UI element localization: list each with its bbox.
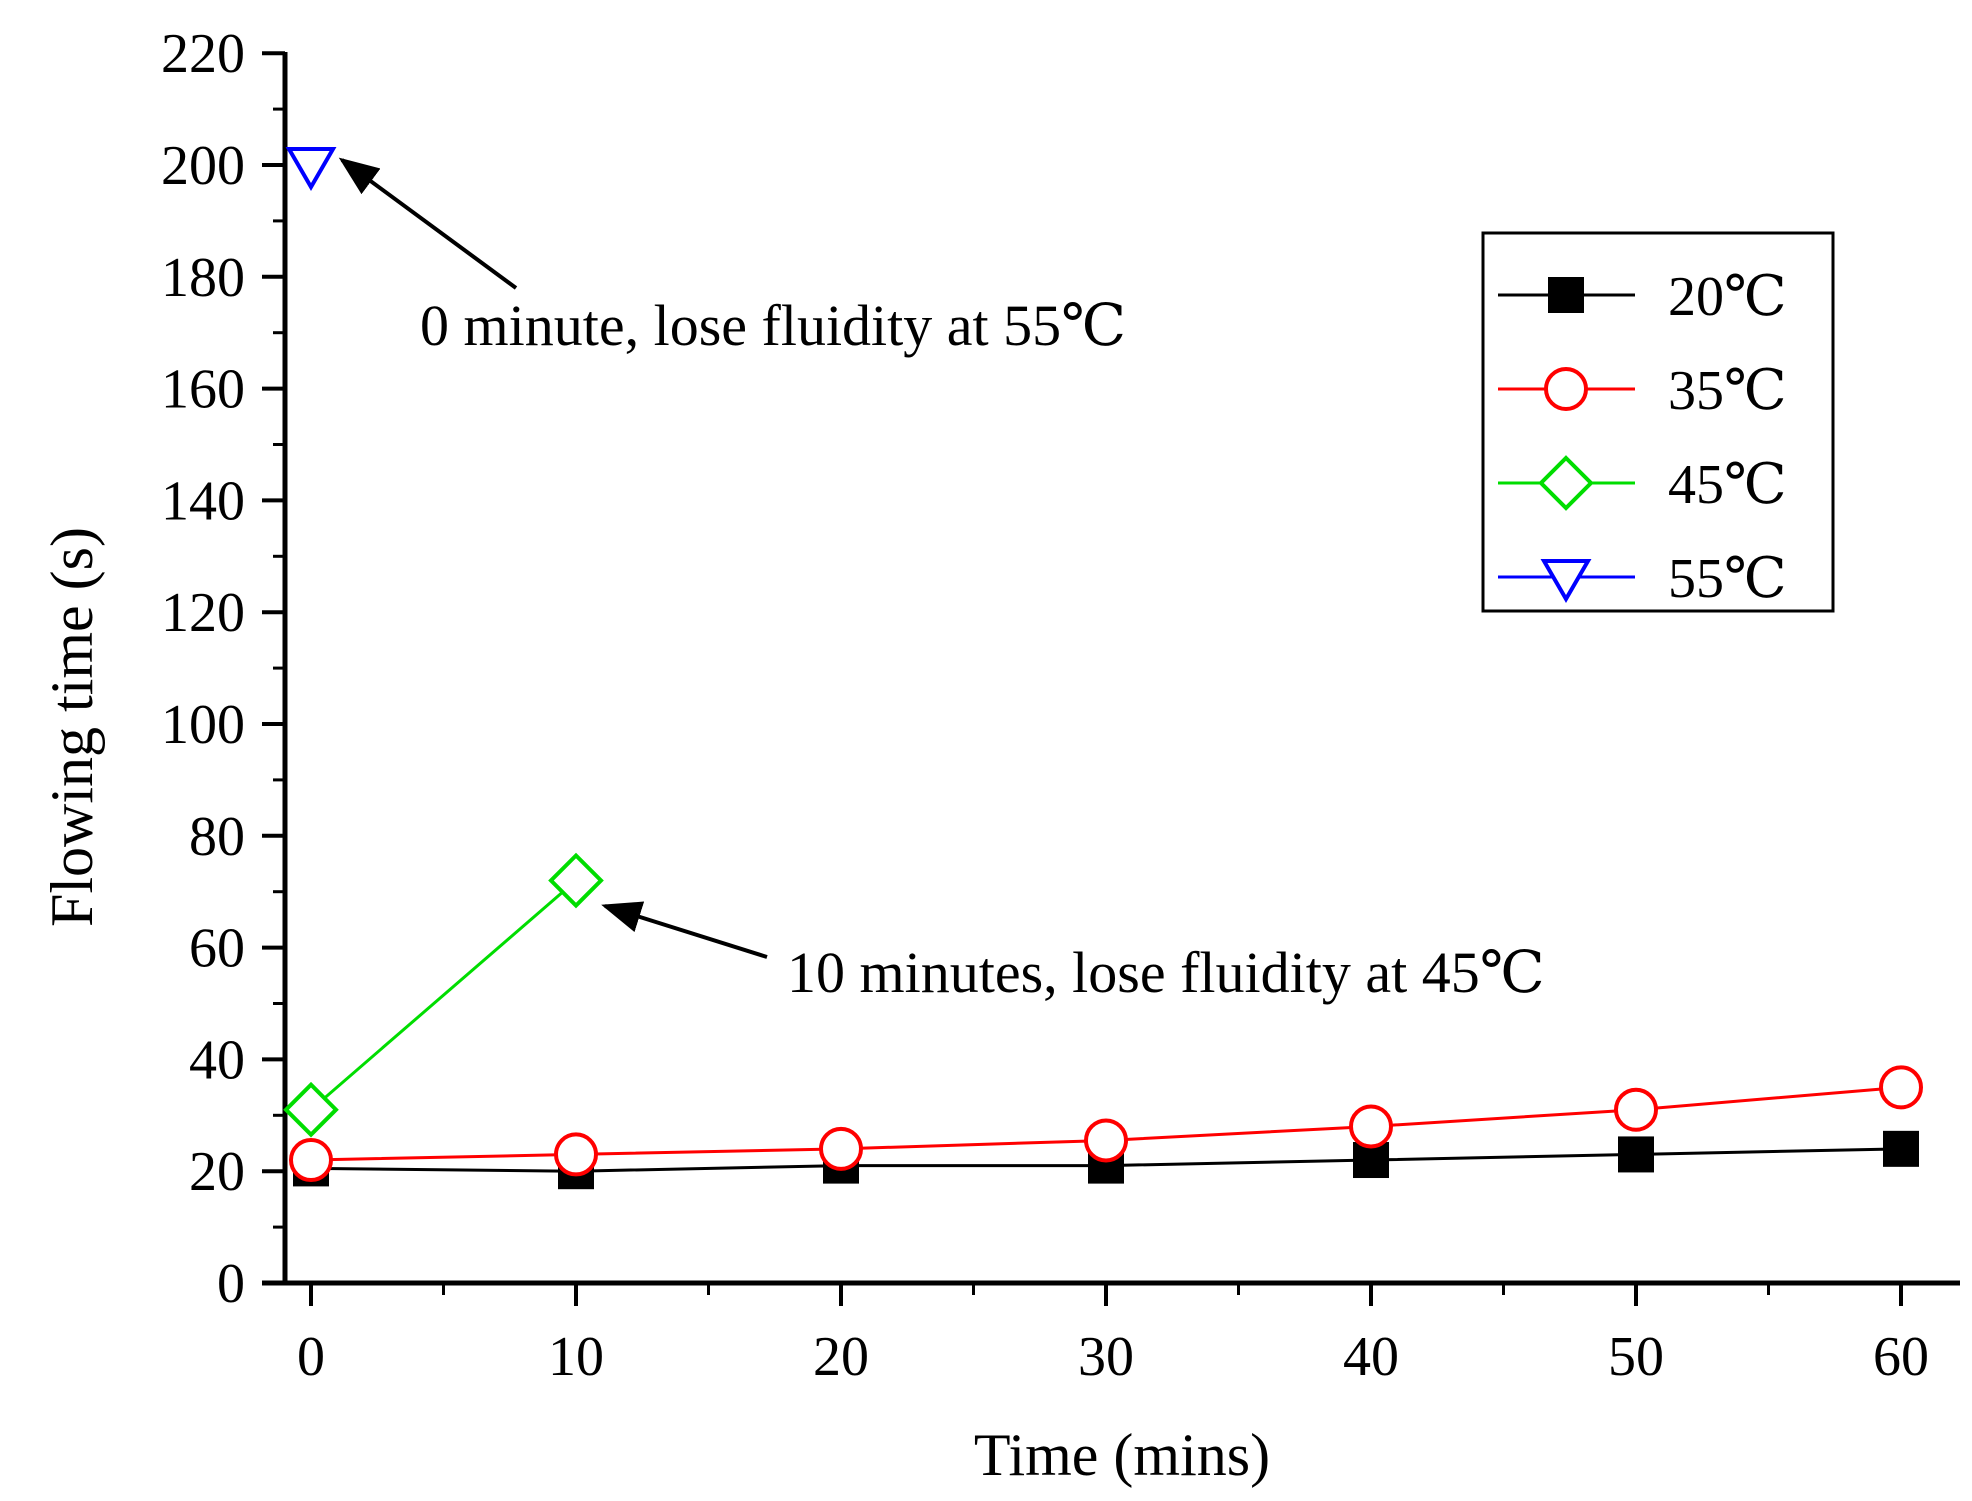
- series-2: [283, 852, 604, 1138]
- x-tick-label: 0: [297, 1326, 325, 1388]
- legend: 20℃ 35℃ 45℃ 55℃: [1481, 231, 1835, 613]
- legend-label: 20℃: [1668, 266, 1787, 328]
- x-tick-label: 30: [1078, 1326, 1134, 1388]
- data-point: [1879, 1065, 1923, 1110]
- y-axis-title: Flowing time (s): [39, 527, 105, 927]
- legend-marker: [1538, 455, 1594, 511]
- series-line: [310, 879, 577, 1111]
- annotation-55-text: 0 minute, lose fluidity at 55℃: [420, 293, 1126, 358]
- series-layer: [283, 147, 1923, 1190]
- legend-label: 45℃: [1668, 454, 1787, 516]
- x-tick-label: 20: [813, 1326, 869, 1388]
- y-tick-label: 20: [189, 1141, 245, 1203]
- y-tick-label: 160: [161, 359, 245, 421]
- y-tick-label: 80: [189, 806, 245, 868]
- y-tick-label: 140: [161, 470, 245, 532]
- legend-marker: [1548, 277, 1584, 313]
- data-point: [819, 1126, 863, 1171]
- x-tick-label: 50: [1608, 1326, 1664, 1388]
- y-tick-label: 220: [161, 23, 245, 85]
- data-point: [283, 1081, 339, 1138]
- data-point: [285, 147, 337, 191]
- annotations: 0 minute, lose fluidity at 55℃ 10 minute…: [338, 157, 1545, 1005]
- data-point: [1618, 1136, 1654, 1173]
- legend-marker: [1540, 559, 1592, 603]
- data-point: [289, 1138, 333, 1183]
- legend-label: 55℃: [1668, 548, 1787, 610]
- data-point: [1349, 1104, 1393, 1149]
- data-point: [1883, 1130, 1919, 1167]
- annotation-arrow-55: [338, 157, 518, 290]
- series-3: [285, 147, 337, 191]
- y-tick-label: 120: [161, 582, 245, 644]
- y-tick-label: 100: [161, 694, 245, 756]
- y-ticks: 0 20 40 60 80 100 120 140 160 180 200 220: [161, 23, 285, 1315]
- data-point: [1084, 1118, 1128, 1163]
- y-tick-label: 60: [189, 918, 245, 980]
- y-tick-label: 40: [189, 1029, 245, 1091]
- annotation-45-text: 10 minutes, lose fluidity at 45℃: [787, 940, 1545, 1005]
- legend-marker: [1544, 367, 1588, 411]
- x-axis-title: Time (mins): [974, 1422, 1270, 1488]
- series-1: [289, 1065, 1923, 1183]
- y-tick-label: 0: [217, 1253, 245, 1315]
- annotation-arrow-45: [601, 901, 768, 959]
- y-tick-label: 200: [161, 135, 245, 197]
- x-tick-label: 60: [1873, 1326, 1929, 1388]
- x-tick-label: 10: [548, 1326, 604, 1388]
- y-tick-label: 180: [161, 247, 245, 309]
- data-point: [554, 1132, 598, 1177]
- data-point: [548, 852, 604, 909]
- x-ticks: 0 10 20 30 40 50 60: [297, 1283, 1929, 1388]
- legend-label: 35℃: [1668, 360, 1787, 422]
- data-point: [1614, 1087, 1658, 1132]
- x-tick-label: 40: [1343, 1326, 1399, 1388]
